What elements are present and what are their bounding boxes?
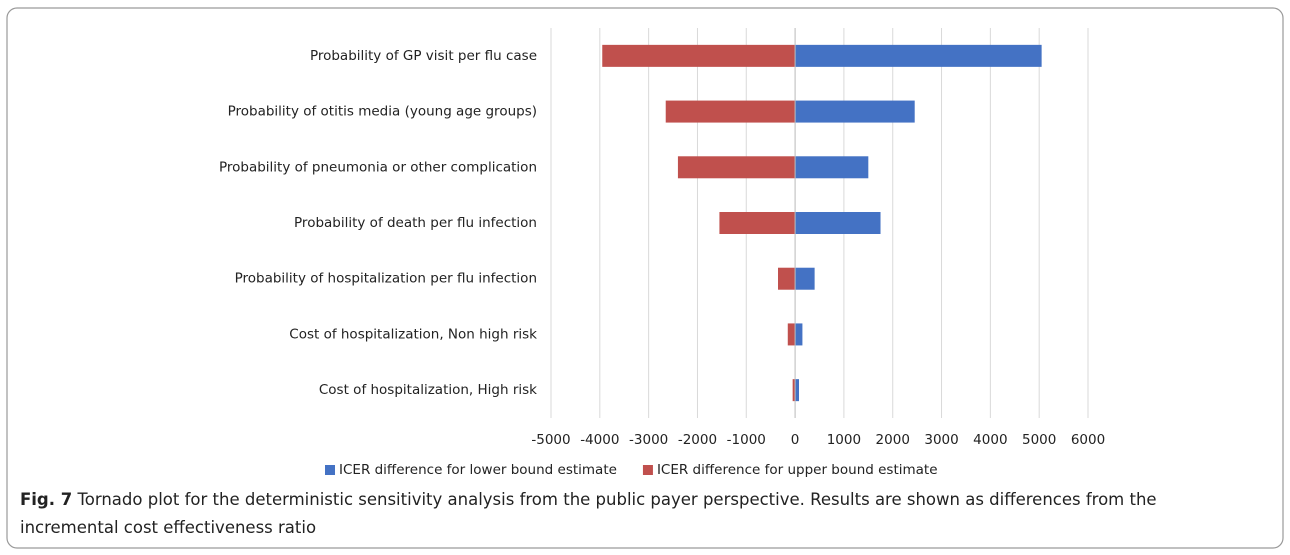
y-tick-label: Cost of hospitalization, High risk [319, 382, 537, 398]
x-tick-label: 4000 [973, 432, 1007, 448]
caption-label: Fig. 7 [20, 490, 73, 509]
caption-text: Tornado plot for the deterministic sensi… [20, 490, 1157, 537]
x-tick-label: -3000 [629, 432, 668, 448]
legend-swatch [325, 465, 335, 475]
bar [602, 44, 796, 67]
frame [6, 7, 1284, 549]
x-tick-label: 3000 [924, 432, 958, 448]
y-tick-label: Probability of hospitalization per flu i… [235, 271, 537, 287]
bar [795, 156, 869, 179]
bar [665, 100, 796, 123]
legend-label: ICER difference for upper bound estimate [657, 462, 938, 478]
caption: Fig. 7 Tornado plot for the deterministi… [20, 486, 1190, 542]
x-tick-label: 6000 [1071, 432, 1105, 448]
bar [778, 267, 796, 290]
y-tick-label: Probability of death per flu infection [294, 215, 537, 231]
y-tick-label: Probability of pneumonia or other compli… [219, 159, 537, 175]
bar [795, 100, 915, 123]
y-tick-label: Probability of otitis media (young age g… [228, 104, 537, 120]
x-tick-label: -5000 [531, 432, 570, 448]
legend-label: ICER difference for lower bound estimate [339, 462, 617, 478]
bar [795, 379, 799, 402]
y-tick-label: Cost of hospitalization, Non high risk [289, 326, 537, 342]
x-tick-label: 1000 [827, 432, 861, 448]
bar [792, 379, 796, 402]
x-tick-label: 2000 [876, 432, 910, 448]
bar [795, 323, 803, 346]
y-tick-label: Probability of GP visit per flu case [310, 48, 537, 64]
bar [677, 156, 796, 179]
x-tick-label: -1000 [727, 432, 766, 448]
bar [787, 323, 796, 346]
x-tick-label: 0 [791, 432, 800, 448]
bar [795, 267, 815, 290]
x-tick-label: -2000 [678, 432, 717, 448]
bar [795, 212, 881, 234]
x-tick-label: -4000 [580, 432, 619, 448]
bar [795, 44, 1042, 67]
legend-swatch [642, 465, 653, 475]
x-tick-label: 5000 [1022, 432, 1056, 448]
bar [719, 212, 796, 234]
